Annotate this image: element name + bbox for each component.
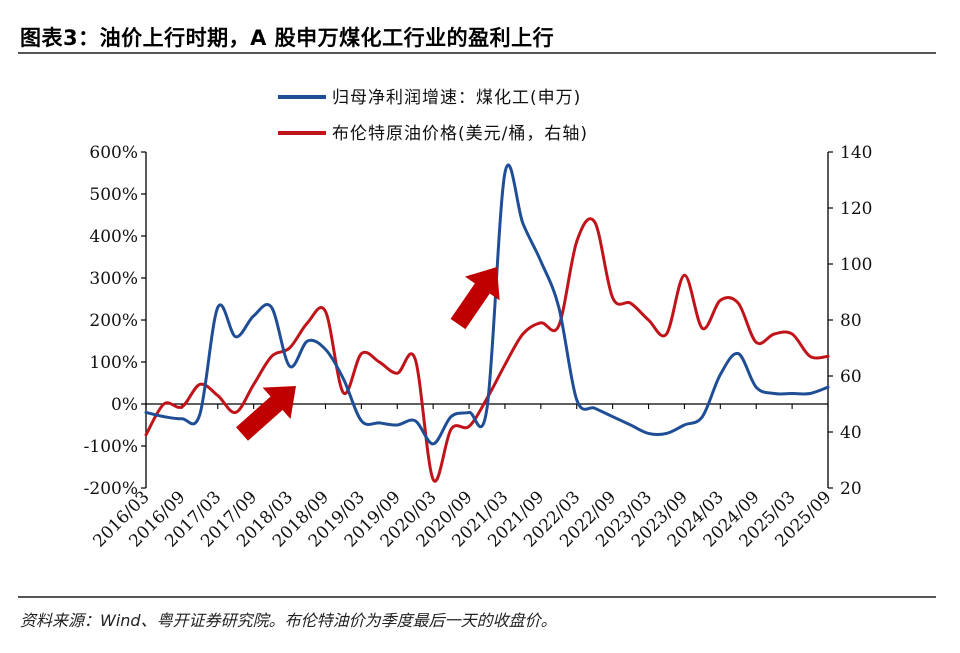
left-tick-label: 0% xyxy=(111,395,138,415)
up-arrow-2018 xyxy=(236,385,297,441)
right-tick-label: 140 xyxy=(840,143,872,163)
legend-label-red: 布伦特原油价格(美元/桶，右轴) xyxy=(332,124,588,144)
title-divider xyxy=(18,52,936,54)
left-tick-label: 400% xyxy=(89,227,138,247)
source-note: 资料来源：Wind、粤开证券研究院。布伦特油价为季度最后一天的收盘价。 xyxy=(20,611,557,630)
annotation-arrows xyxy=(236,266,500,441)
left-tick-label: 300% xyxy=(89,269,138,289)
left-tick-label: -200% xyxy=(84,479,138,499)
right-tick-label: 60 xyxy=(840,367,862,387)
left-tick-label: 500% xyxy=(89,185,138,205)
up-arrow-2021-shape xyxy=(450,266,500,330)
right-tick-label: 120 xyxy=(840,199,872,219)
right-tick-label: 40 xyxy=(840,423,862,443)
right-tick-label: 80 xyxy=(840,311,862,331)
left-tick-label: 100% xyxy=(89,353,138,373)
legend-label-blue: 归母净利润增速：煤化工(申万) xyxy=(332,88,581,108)
chart-title: 图表3：油价上行时期，A 股申万煤化工行业的盈利上行 xyxy=(20,26,555,50)
series-line-brent-oil xyxy=(144,217,830,483)
series-line-coal-chem-profit xyxy=(144,163,830,446)
left-tick-label: -100% xyxy=(84,437,138,457)
right-tick-label: 20 xyxy=(840,479,862,499)
right-tick-label: 100 xyxy=(840,255,872,275)
series-lines xyxy=(144,163,830,483)
up-arrow-2021 xyxy=(450,266,500,330)
up-arrow-2018-shape xyxy=(236,385,297,441)
left-tick-label: 200% xyxy=(89,311,138,331)
footer-divider xyxy=(18,596,936,598)
left-tick-label: 600% xyxy=(89,143,138,163)
axes: -200% -100% 0% 100% 200% 300% 400% 500% 600% 20 40… xyxy=(84,143,873,551)
